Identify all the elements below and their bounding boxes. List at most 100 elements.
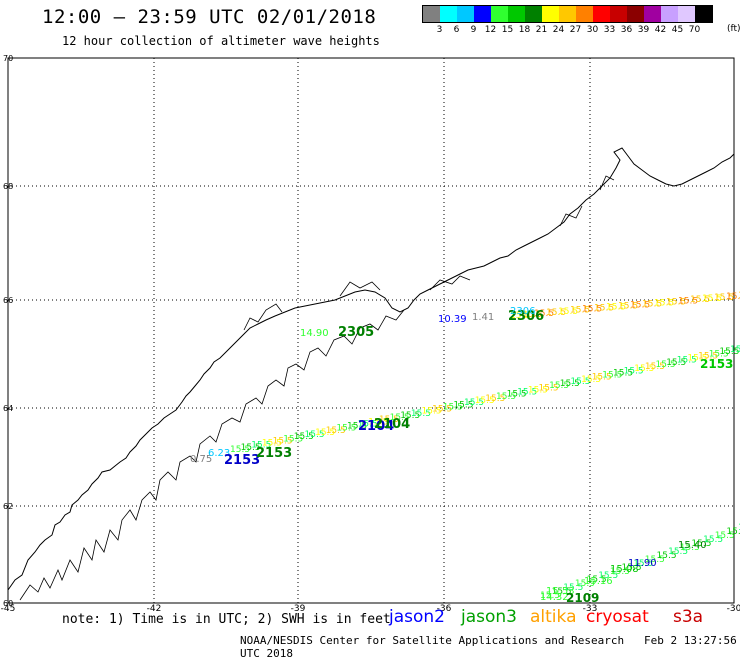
track-streak: 15.5: [411, 409, 431, 419]
longitude-label: -39: [291, 604, 306, 614]
latitude-label: 62: [3, 502, 13, 511]
track-label: 14.90: [300, 328, 329, 339]
legend-swatch: [593, 6, 610, 22]
track-streak: 15.5: [634, 364, 654, 374]
track-streak: 15.5: [475, 396, 495, 406]
track-label: 2153: [224, 453, 260, 468]
track-streak: 15.5: [582, 305, 602, 315]
track-streak: 15.5: [702, 294, 722, 304]
track-label: 11.90: [628, 558, 657, 569]
track-streak: 15.5: [546, 308, 566, 318]
track-streak: 15.5: [528, 385, 548, 395]
track-label: 15.16: [584, 576, 613, 587]
axis-labels: 70 68 66 64 62 60-45 -42 -39 -36 -33 -30: [1, 54, 740, 614]
track-label: 10.39: [438, 314, 467, 325]
track-streak: 15.5: [715, 531, 735, 541]
legend-label: 21: [535, 25, 548, 35]
track-streak: 15.5: [687, 354, 707, 364]
legend-swatch: [644, 6, 661, 22]
track-streak: 15.5: [230, 445, 250, 455]
track-label: 1.41: [472, 312, 494, 323]
legend-label: 6: [453, 25, 460, 35]
map-subtitle: 12 hour collection of altimeter wave hei…: [62, 34, 380, 48]
satellite-jason3: jason3: [461, 607, 517, 627]
track-streak: 15.5: [379, 415, 399, 425]
track-streak: 15.5: [581, 375, 601, 385]
legend-swatch: [542, 6, 559, 22]
track-streak: 15.5: [726, 527, 740, 537]
legend-swatch: [474, 6, 491, 22]
coastline-islands: [19, 175, 615, 601]
legend-swatch: [440, 6, 457, 22]
legend-label: 30: [586, 25, 599, 35]
legend-label: 45: [671, 25, 684, 35]
legend-label: 33: [603, 25, 616, 35]
track-streak: 15.5: [251, 441, 271, 451]
satellite-jason2: jason2: [389, 607, 445, 627]
track-streak: 15.5: [510, 311, 530, 321]
legend-swatch: [491, 6, 508, 22]
track-streak: 15.5: [347, 422, 367, 432]
footer-credit: NOAA/NESDIS Center for Satellite Applica…: [240, 634, 740, 660]
track-streak: 15.5: [539, 383, 559, 393]
track-streak: 15.5: [496, 392, 516, 402]
longitude-label: -33: [583, 604, 598, 614]
track-streak: 15.5: [677, 356, 697, 366]
track-streak: 15.5: [283, 434, 303, 444]
latitude-label: 66: [3, 296, 13, 305]
map-title: 12:00 – 23:59 UTC 02/01/2018: [42, 6, 377, 28]
legend-swatch: [661, 6, 678, 22]
track-streak: 15.5: [390, 413, 410, 423]
track-streak: 15.5: [400, 411, 420, 421]
track-streak: 15.5: [666, 297, 686, 307]
track-streak: 15.5: [273, 437, 293, 447]
track-label: 14.32: [540, 592, 569, 603]
track-streak: 15.5: [368, 417, 388, 427]
legend-label: 42: [654, 25, 667, 35]
satellite-cryosat: cryosat: [586, 607, 649, 627]
track-streak: 15.5: [738, 291, 740, 301]
track-streak: 15.5: [656, 360, 676, 370]
track-streak: 15.5: [262, 439, 282, 449]
satellite-altika: altika: [530, 607, 577, 627]
track-streak: 15.5: [691, 539, 711, 549]
track-streak: 15.5: [294, 432, 314, 442]
track-label: 2153: [256, 446, 292, 461]
greenland-coastline: [7, 147, 735, 591]
track-label: 15.40: [678, 540, 707, 551]
track-streak: 15.5: [730, 345, 740, 355]
track-streak: 15.5: [464, 398, 484, 408]
track-streak: 15.5: [453, 400, 473, 410]
track-streak: 15.5: [315, 428, 335, 438]
altimeter-track-lower: 15.515.515.515.515.515.515.515.515.515.5…: [190, 345, 740, 468]
longitude-label: -45: [1, 604, 16, 614]
track-streak: 15.5: [575, 579, 595, 589]
legend-label: 3: [436, 25, 443, 35]
track-streak: 15.5: [738, 523, 740, 533]
latitude-label: 68: [3, 182, 13, 191]
track-streak: 15.5: [714, 293, 734, 303]
track-streak: 15.5: [570, 306, 590, 316]
graticule: [7, 57, 735, 604]
track-streak: 15.5: [305, 430, 325, 440]
track-streak: 15.5: [552, 587, 572, 597]
legend-label: 27: [569, 25, 582, 35]
track-label: 2109: [566, 591, 599, 605]
track-streak: 15.5: [598, 571, 618, 581]
legend-swatch: [695, 6, 712, 22]
track-streak: 15.5: [618, 302, 638, 312]
credit-text: NOAA/NESDIS Center for Satellite Applica…: [240, 634, 625, 647]
track-streak: 15.5: [622, 563, 642, 573]
legend-swatch: [423, 6, 440, 22]
footer-note: note: 1) Time is in UTC; 2) SWH is in fe…: [62, 612, 391, 627]
legend-swatch: [610, 6, 627, 22]
latitude-label: 70: [3, 54, 13, 63]
track-streak: 15.5: [336, 424, 356, 434]
legend-label: 39: [637, 25, 650, 35]
track-streak: 15.5: [698, 351, 718, 361]
track-streak: 15.5: [602, 371, 622, 381]
track-streak: 15.5: [549, 381, 569, 391]
legend-label: 9: [470, 25, 477, 35]
track-streak: 15.5: [587, 575, 607, 585]
legend-swatch: [627, 6, 644, 22]
